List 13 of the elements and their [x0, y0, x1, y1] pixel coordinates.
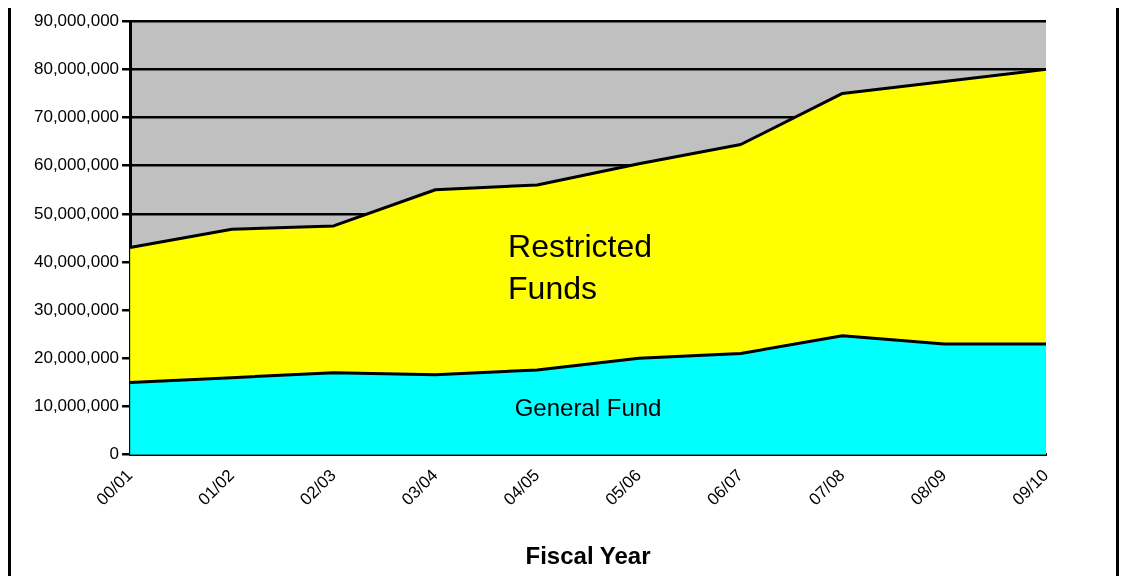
y-tick-label: 70,000,000	[33, 107, 120, 127]
y-tick-label: 80,000,000	[33, 59, 120, 79]
y-tick-label: 0	[109, 444, 120, 464]
y-tick-label: 60,000,000	[33, 155, 120, 175]
series-label: Restricted Funds	[508, 228, 653, 307]
y-tick-label: 90,000,000	[33, 10, 120, 30]
y-tick-label: 10,000,000	[33, 396, 120, 416]
y-tick-label: 40,000,000	[33, 251, 120, 271]
y-tick-label: 30,000,000	[33, 299, 120, 319]
series-label: General Fund	[514, 394, 662, 422]
y-tick-label: 20,000,000	[33, 348, 120, 368]
y-tick-label: 50,000,000	[33, 203, 120, 223]
x-axis-title: Fiscal Year	[525, 542, 651, 570]
